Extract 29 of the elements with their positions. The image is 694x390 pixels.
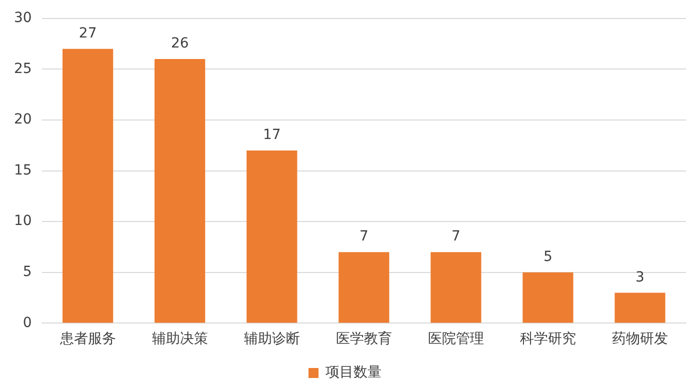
bar (614, 292, 666, 323)
y-tick-label: 15 (14, 162, 32, 178)
data-label: 17 (262, 127, 281, 144)
y-tick-label: 0 (22, 314, 32, 331)
y-tick-label: 30 (14, 10, 32, 26)
data-label: 7 (451, 228, 460, 245)
data-label: 27 (78, 26, 97, 42)
bar (338, 252, 390, 323)
x-tick-label: 患者服务 (58, 331, 116, 348)
legend-label: 项目数量 (326, 364, 382, 381)
y-tick-label: 5 (22, 264, 32, 280)
bar (246, 150, 298, 323)
bar (522, 272, 574, 323)
x-tick-label: 药物研发 (612, 331, 668, 348)
y-tick-label: 25 (14, 60, 32, 77)
x-tick-label: 医学教育 (336, 330, 392, 348)
data-label: 5 (544, 249, 552, 266)
data-label: 3 (636, 269, 644, 286)
x-tick-label: 辅助诊断 (244, 331, 300, 348)
bar (62, 48, 114, 323)
y-tick-label: 10 (14, 213, 32, 230)
bar (154, 59, 206, 323)
data-label: 7 (359, 228, 368, 245)
x-tick-label: 科学研究 (520, 331, 576, 348)
data-label: 26 (170, 36, 189, 52)
y-tick-label: 20 (14, 112, 32, 128)
x-tick-label: 医院管理 (428, 331, 484, 348)
x-tick-label: 辅助决策 (152, 331, 208, 348)
bar (430, 252, 482, 323)
